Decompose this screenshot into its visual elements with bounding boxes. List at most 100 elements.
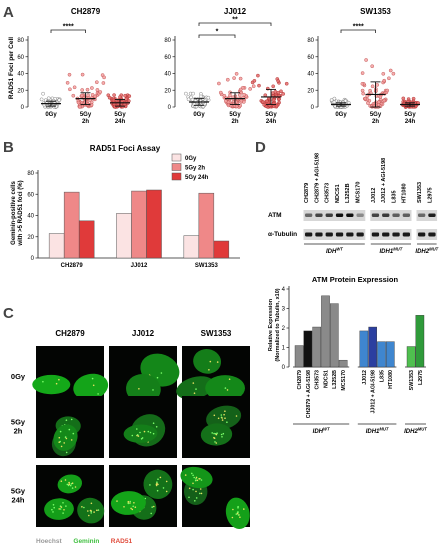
- panel-a-point-0-2: [127, 94, 132, 98]
- focus-0-1-1-0: [152, 389, 154, 391]
- panel-c-col-label-0: CH2879: [55, 329, 85, 338]
- panel-a-point-1-1: [239, 98, 244, 103]
- panel-d-lane-label-5: MCS170: [356, 182, 362, 203]
- nucleus-0-2-1: [193, 349, 222, 374]
- panel-b-ytick-label-4: 80: [27, 171, 34, 177]
- panel-a-point-1-2: [276, 97, 281, 102]
- focus-1-2-1-10: [214, 433, 217, 435]
- panel-a-xlabel-2-0: 0Gy: [335, 112, 347, 118]
- atm-band-1: [315, 213, 323, 217]
- panel-b-legend-label-2: 5Gy 24h: [185, 175, 209, 181]
- panel-a-point-0-1: [72, 85, 77, 90]
- tubulin-band-0: [305, 232, 313, 237]
- tubulin-band-4: [346, 232, 354, 237]
- focus-0-2-0-2: [193, 392, 196, 395]
- atm-bar-10: [406, 346, 416, 368]
- panel-a-point-0-2: [112, 93, 116, 97]
- focus-0-2-1-1: [216, 361, 219, 363]
- nucleus-1-1-1: [123, 424, 158, 443]
- focus-2-0-2-3: [74, 486, 77, 488]
- focus-2-0-0-6: [59, 508, 62, 510]
- panel-a-xlabel2-1-2: 24h: [266, 119, 277, 125]
- tubulin-blot-strip-0: [303, 229, 366, 240]
- focus-2-0-1-9: [83, 506, 85, 509]
- panel-d-xlabel-11: L2975: [418, 370, 424, 385]
- focus-2-0-2-7: [68, 481, 70, 484]
- panel-a-ytick-label-1-2: 40: [164, 72, 171, 78]
- focus-0-2-2-1: [226, 389, 229, 391]
- focus-2-0-2-9: [71, 482, 74, 485]
- panel-d-xlabel-4: L3252B: [332, 370, 338, 389]
- panel-a-point-2-1: [381, 71, 386, 76]
- focus-2-2-1-11: [195, 476, 198, 479]
- panel-a-point-2-2: [401, 96, 406, 101]
- focus-1-2-0-2: [220, 414, 223, 416]
- panel-a-point-0-0: [46, 96, 51, 101]
- panel-a-sig-bracket-2-0: [340, 29, 376, 33]
- panel-b-bar-2-0: [183, 235, 200, 259]
- atm-band-11: [428, 213, 436, 217]
- focus-2-0-0-2: [58, 508, 60, 510]
- tubulin-band-11: [428, 232, 436, 237]
- focus-2-2-2-7: [237, 514, 240, 516]
- atm-bar-4: [330, 303, 339, 368]
- panel-d-ytick-label-1: 1: [282, 346, 286, 352]
- panel-b-bar-1-2: [146, 189, 162, 259]
- panel-a-point-1-2: [273, 89, 278, 94]
- focus-0-0-0-0: [91, 377, 94, 380]
- panel-a-point-1-1: [226, 100, 231, 105]
- atm-band-3: [335, 213, 344, 217]
- tubulin-band-5: [356, 232, 364, 237]
- focus-1-1-1-6: [147, 430, 150, 433]
- panel-a-point-1-1: [238, 76, 243, 81]
- panel-b-xlabel-1: JJ012: [131, 263, 148, 269]
- atm-blot-strip-2: [416, 210, 438, 221]
- panel-d-xlabel-10: SW1353: [409, 370, 415, 390]
- focus-2-2-1-5: [195, 478, 197, 480]
- atm-bar-2: [312, 326, 322, 368]
- panel-b-ytick-label-1: 20: [27, 235, 34, 241]
- panel-a-point-1-0: [184, 91, 188, 96]
- focus-0-2-0-0: [192, 382, 195, 384]
- panel-a-point-2-1: [382, 78, 387, 83]
- panel-d-blot-group-label-2: IDH2MUT: [415, 247, 438, 256]
- focus-0-0-1-2: [58, 378, 60, 381]
- panel-d-lane-label-3: NDCS1: [335, 184, 341, 203]
- panel-d-ylabel-line-1: Relative Expression: [268, 298, 274, 351]
- atm-band-6: [371, 213, 380, 217]
- focus-2-2-2-1: [239, 516, 241, 518]
- panel-a-point-0-1: [80, 93, 84, 98]
- panel-a-point-1-1: [232, 76, 236, 80]
- focus-2-1-0-5: [150, 512, 152, 515]
- panel-d-lane-label-10: SW1353: [417, 182, 423, 203]
- panel-a-point-0-0: [39, 97, 44, 102]
- focus-2-1-1-5: [165, 490, 168, 493]
- panel-a-point-1-2: [256, 73, 260, 78]
- atm-bar-5: [338, 359, 348, 368]
- focus-1-0-0-10: [65, 451, 68, 454]
- panel-a-point-0-1: [67, 72, 72, 77]
- focus-2-0-1-4: [96, 509, 98, 512]
- panel-a-xlabel-0-1: 5Gy: [80, 112, 92, 118]
- panel-c-row-label-1-1: 2h: [14, 427, 23, 436]
- focus-1-0-2-6: [63, 442, 65, 444]
- focus-1-0-2-0: [70, 439, 73, 441]
- panel-d-lane-label-9: HT1080: [402, 183, 408, 203]
- atm-band-9: [402, 213, 410, 217]
- panel-a-point-1-1: [228, 93, 232, 98]
- focus-1-2-0-3: [221, 417, 223, 419]
- panel-a-point-1-0: [190, 97, 195, 102]
- focus-2-2-1-7: [191, 472, 193, 475]
- focus-2-2-1-6: [199, 478, 201, 480]
- focus-1-2-0-1: [213, 414, 216, 417]
- panel-a-ytick-label-1-3: 60: [164, 55, 171, 61]
- atm-bar-3: [321, 295, 330, 368]
- panel-d-chart-group-label-0: IDHWT: [313, 427, 330, 436]
- focus-2-0-0-3: [51, 508, 53, 511]
- panel-b-legend-label-0: 0Gy: [185, 156, 197, 162]
- panel-a-point-1-0: [186, 97, 191, 102]
- panel-a-point-0-1: [101, 81, 106, 85]
- focus-2-2-0-11: [199, 488, 202, 490]
- panel-d-lane-label-11: L2975: [427, 187, 433, 203]
